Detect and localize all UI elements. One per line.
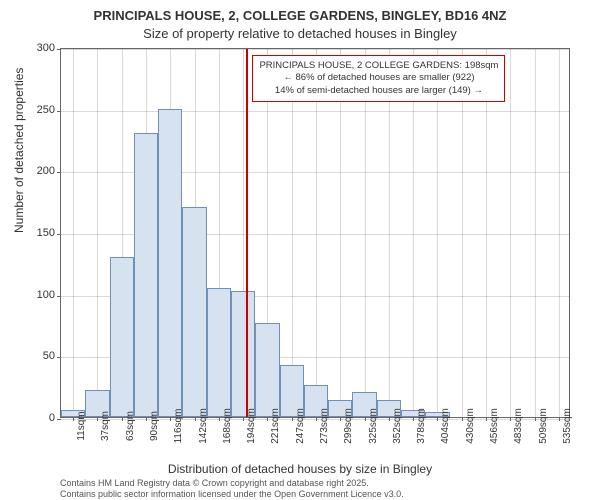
y-tick-mark bbox=[57, 49, 61, 50]
gridline-vertical bbox=[510, 49, 511, 417]
gridline-vertical bbox=[389, 49, 390, 417]
histogram-bar bbox=[158, 109, 182, 417]
x-tick-label: 168sqm bbox=[222, 408, 233, 444]
x-tick-label: 325sqm bbox=[368, 408, 379, 444]
gridline-vertical bbox=[316, 49, 317, 417]
x-tick-label: 404sqm bbox=[440, 408, 451, 444]
x-tick-label: 194sqm bbox=[246, 408, 257, 444]
x-tick-label: 142sqm bbox=[198, 408, 209, 444]
histogram-bar bbox=[182, 207, 206, 417]
x-tick-label: 11sqm bbox=[76, 411, 87, 440]
marker-line bbox=[246, 49, 248, 417]
x-axis-label: Distribution of detached houses by size … bbox=[0, 462, 600, 476]
x-tick-label: 63sqm bbox=[125, 411, 136, 441]
gridline-vertical bbox=[462, 49, 463, 417]
y-tick-mark bbox=[57, 234, 61, 235]
histogram-bar bbox=[255, 323, 279, 417]
y-tick-label: 50 bbox=[43, 350, 55, 362]
chart-title-line2: Size of property relative to detached ho… bbox=[0, 26, 600, 41]
x-tick-mark bbox=[559, 417, 560, 421]
gridline-vertical bbox=[486, 49, 487, 417]
histogram-bar bbox=[231, 291, 255, 417]
x-tick-mark bbox=[413, 417, 414, 421]
gridline-vertical bbox=[97, 49, 98, 417]
y-axis-label: Number of detached properties bbox=[12, 68, 26, 233]
x-tick-mark bbox=[437, 417, 438, 421]
histogram-bar bbox=[207, 288, 231, 418]
gridline-vertical bbox=[340, 49, 341, 417]
x-tick-mark bbox=[73, 417, 74, 421]
x-tick-mark bbox=[486, 417, 487, 421]
footer-line1: Contains HM Land Registry data © Crown c… bbox=[60, 478, 369, 488]
x-tick-mark bbox=[389, 417, 390, 421]
x-tick-mark bbox=[243, 417, 244, 421]
y-tick-label: 200 bbox=[37, 165, 55, 177]
gridline-horizontal bbox=[61, 49, 569, 50]
y-tick-label: 0 bbox=[49, 412, 55, 424]
x-tick-label: 299sqm bbox=[343, 408, 354, 444]
x-tick-mark bbox=[365, 417, 366, 421]
x-tick-label: 352sqm bbox=[392, 408, 403, 444]
y-tick-label: 300 bbox=[37, 42, 55, 54]
x-tick-mark bbox=[292, 417, 293, 421]
gridline-vertical bbox=[292, 49, 293, 417]
x-tick-mark bbox=[195, 417, 196, 421]
annotation-line2: ← 86% of detached houses are smaller (92… bbox=[259, 72, 498, 84]
x-tick-label: 37sqm bbox=[100, 411, 111, 441]
x-tick-mark bbox=[340, 417, 341, 421]
gridline-horizontal bbox=[61, 111, 569, 112]
x-tick-label: 509sqm bbox=[538, 408, 549, 444]
x-tick-label: 247sqm bbox=[295, 408, 306, 444]
gridline-vertical bbox=[437, 49, 438, 417]
y-tick-label: 100 bbox=[37, 289, 55, 301]
y-tick-mark bbox=[57, 419, 61, 420]
x-tick-mark bbox=[316, 417, 317, 421]
y-tick-mark bbox=[57, 357, 61, 358]
x-tick-mark bbox=[267, 417, 268, 421]
y-tick-label: 150 bbox=[37, 227, 55, 239]
plot-area: PRINCIPALS HOUSE, 2 COLLEGE GARDENS: 198… bbox=[60, 48, 570, 418]
x-tick-label: 483sqm bbox=[513, 408, 524, 444]
gridline-vertical bbox=[413, 49, 414, 417]
y-tick-mark bbox=[57, 111, 61, 112]
x-tick-mark bbox=[219, 417, 220, 421]
x-tick-label: 535sqm bbox=[562, 408, 573, 444]
x-tick-mark bbox=[122, 417, 123, 421]
x-tick-mark bbox=[146, 417, 147, 421]
annotation-box: PRINCIPALS HOUSE, 2 COLLEGE GARDENS: 198… bbox=[252, 55, 505, 102]
gridline-vertical bbox=[73, 49, 74, 417]
x-tick-mark bbox=[170, 417, 171, 421]
y-tick-label: 250 bbox=[37, 104, 55, 116]
x-tick-mark bbox=[97, 417, 98, 421]
x-tick-label: 116sqm bbox=[173, 409, 184, 444]
x-tick-label: 456sqm bbox=[489, 408, 500, 444]
y-tick-mark bbox=[57, 296, 61, 297]
chart-title-line1: PRINCIPALS HOUSE, 2, COLLEGE GARDENS, BI… bbox=[0, 8, 600, 23]
x-tick-label: 273sqm bbox=[319, 408, 330, 444]
annotation-line1: PRINCIPALS HOUSE, 2 COLLEGE GARDENS: 198… bbox=[259, 60, 498, 72]
x-tick-label: 430sqm bbox=[465, 408, 476, 444]
footer-line2: Contains public sector information licen… bbox=[60, 489, 404, 499]
histogram-bar bbox=[134, 133, 158, 417]
x-tick-label: 90sqm bbox=[149, 411, 160, 441]
x-tick-label: 378sqm bbox=[416, 408, 427, 444]
x-tick-mark bbox=[510, 417, 511, 421]
histogram-bar bbox=[110, 257, 134, 417]
chart-container: PRINCIPALS HOUSE, 2, COLLEGE GARDENS, BI… bbox=[0, 0, 600, 500]
x-tick-mark bbox=[462, 417, 463, 421]
x-tick-mark bbox=[535, 417, 536, 421]
gridline-vertical bbox=[365, 49, 366, 417]
annotation-line3: 14% of semi-detached houses are larger (… bbox=[259, 85, 498, 97]
x-tick-label: 221sqm bbox=[270, 408, 281, 444]
gridline-vertical bbox=[535, 49, 536, 417]
y-tick-mark bbox=[57, 172, 61, 173]
gridline-vertical bbox=[559, 49, 560, 417]
